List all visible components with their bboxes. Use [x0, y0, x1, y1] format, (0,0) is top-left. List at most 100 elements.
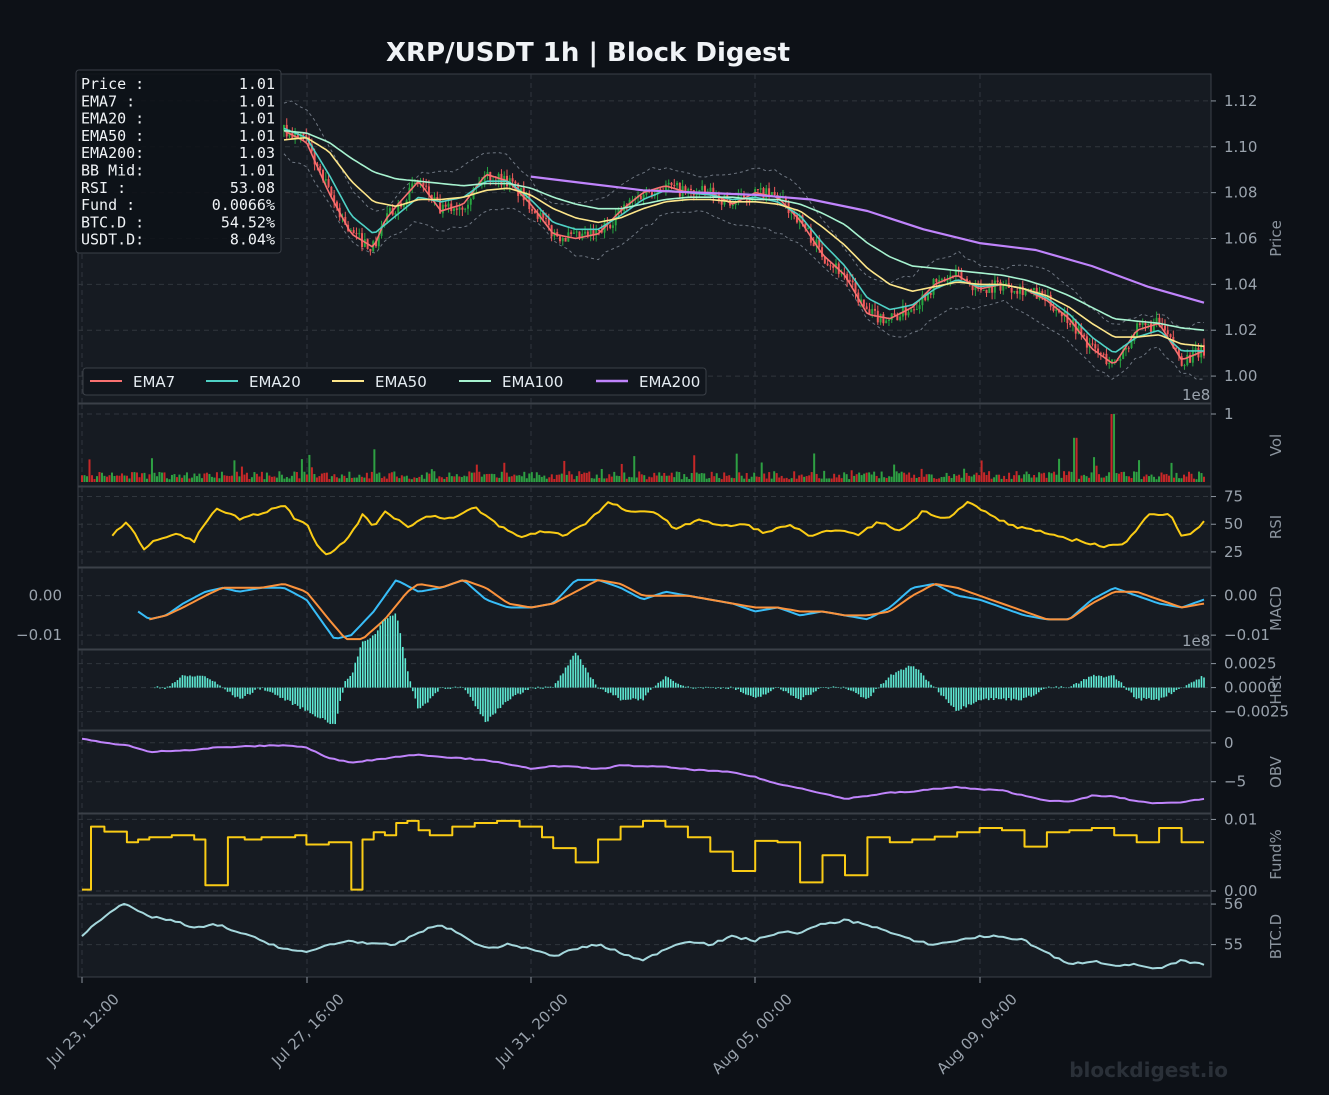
- hist-bar: [865, 687, 867, 699]
- volume-bar: [370, 471, 373, 482]
- candle-body: [882, 314, 885, 324]
- hist-bar: [745, 687, 747, 695]
- info-value: 1.01: [239, 75, 275, 93]
- candle-body: [807, 228, 810, 230]
- hist-bar: [417, 687, 419, 709]
- chart-title: XRP/USDT 1h | Block Digest: [386, 38, 790, 68]
- candle-body: [542, 212, 545, 218]
- candle-body: [929, 293, 932, 295]
- volume-bar: [945, 472, 948, 482]
- hist-bar: [787, 687, 790, 694]
- candle-body: [901, 305, 904, 317]
- ytick-label: 1.04: [1224, 275, 1257, 293]
- hist-bar: [434, 687, 437, 694]
- hist-bar: [760, 687, 762, 697]
- volume-bar: [545, 478, 548, 482]
- candle-body: [1155, 317, 1158, 322]
- volume-bar: [310, 467, 313, 482]
- candle-body: [466, 204, 469, 209]
- volume-bar: [573, 479, 576, 482]
- candle-body: [333, 195, 336, 202]
- hist-bar: [544, 686, 547, 688]
- volume-bar: [828, 478, 831, 482]
- hist-bar: [457, 687, 459, 689]
- volume-bar: [668, 475, 671, 482]
- hist-bar: [512, 687, 514, 697]
- volume-bar: [498, 477, 501, 482]
- hist-bar: [469, 687, 472, 697]
- volume-bar: [563, 460, 566, 482]
- hist-bar: [772, 687, 775, 690]
- volume-bar: [133, 472, 136, 482]
- volume-bar: [165, 478, 168, 482]
- info-value: 53.08: [230, 179, 275, 197]
- volume-bar: [1048, 472, 1051, 482]
- hist-bar: [992, 687, 995, 701]
- candle-body: [592, 230, 595, 235]
- volume-bar: [520, 476, 523, 482]
- candle-body: [848, 280, 851, 282]
- volume-bar: [300, 459, 303, 482]
- ytick-label: 0.0025: [1224, 655, 1277, 673]
- hist-bar: [1090, 676, 1093, 688]
- volume-bar: [1023, 474, 1026, 482]
- candle-body: [1099, 352, 1102, 354]
- hist-bar: [166, 686, 169, 688]
- candle-body: [302, 133, 305, 136]
- hist-bar: [579, 659, 582, 688]
- hist-bar: [755, 687, 757, 698]
- candle-body: [572, 232, 575, 234]
- volume-bar: [703, 473, 706, 482]
- hist-bar: [622, 687, 624, 700]
- hist-bar: [529, 687, 532, 689]
- hist-bar: [291, 687, 294, 705]
- hist-bar: [171, 683, 174, 688]
- candle-body: [464, 208, 467, 210]
- candle-body: [698, 190, 701, 193]
- volume-bar: [418, 476, 421, 482]
- hist-bar: [837, 687, 840, 688]
- hist-bar: [1160, 687, 1163, 698]
- hist-bar: [850, 687, 852, 691]
- hist-bar: [349, 676, 352, 688]
- hist-bar: [1040, 687, 1043, 691]
- hist-bar: [812, 687, 815, 693]
- hist-bar: [301, 687, 304, 708]
- panel-frame-rsi: [77, 486, 1212, 568]
- candle-body: [413, 183, 416, 185]
- volume-bar: [238, 476, 241, 482]
- volume-bar: [265, 472, 268, 482]
- volume-bar: [443, 478, 446, 482]
- volume-bar: [825, 478, 828, 482]
- candle-body: [926, 293, 929, 301]
- candle-body: [1169, 334, 1172, 338]
- hist-bar: [1158, 687, 1160, 701]
- volume-bar: [658, 472, 661, 482]
- hist-bar: [1148, 687, 1150, 699]
- hist-bar: [790, 687, 792, 696]
- volume-bar: [598, 477, 601, 482]
- hist-bar: [1027, 687, 1030, 696]
- volume-bar: [688, 479, 691, 482]
- hist-bar: [907, 665, 910, 688]
- hist-bar: [254, 687, 256, 690]
- volume-bar: [315, 477, 318, 482]
- hist-bar: [847, 687, 850, 691]
- hist-bar: [1055, 686, 1058, 688]
- candle-body: [1021, 286, 1024, 295]
- candle-body: [1010, 287, 1013, 293]
- hist-bar: [582, 664, 584, 688]
- volume-bar: [830, 478, 833, 482]
- info-value: 54.52%: [221, 213, 275, 231]
- volume-bar: [730, 477, 733, 482]
- series-macd: [137, 578, 1205, 640]
- volume-bar: [845, 474, 848, 482]
- candle-body: [740, 195, 743, 197]
- volume-bar: [175, 477, 178, 482]
- volume-bar: [988, 471, 991, 482]
- candle-body: [586, 231, 589, 237]
- volume-bar: [263, 479, 266, 482]
- candle-body: [600, 230, 603, 233]
- candle-body: [439, 199, 442, 214]
- hist-bar: [402, 646, 404, 688]
